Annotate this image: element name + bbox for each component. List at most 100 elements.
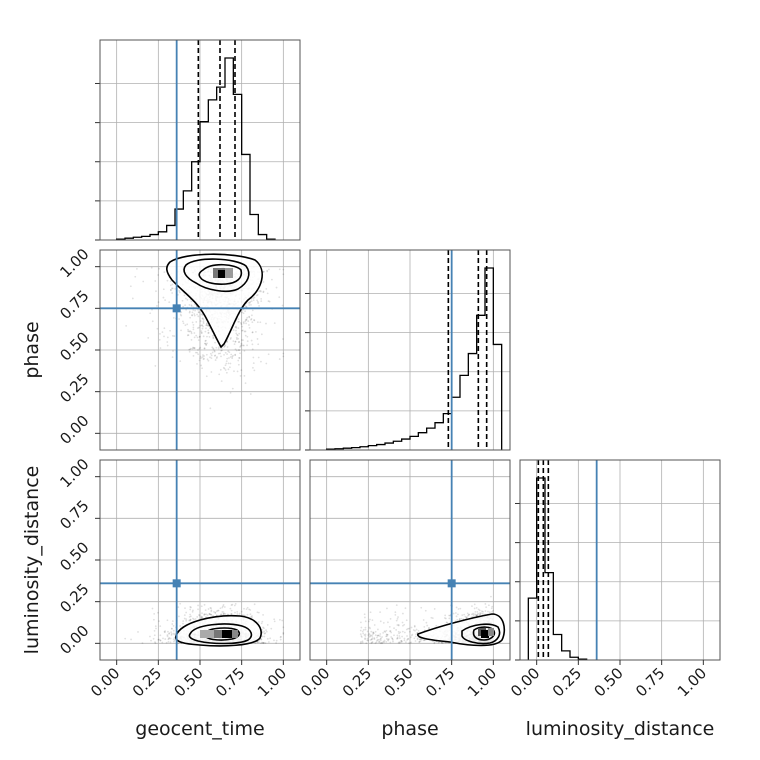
sample-point bbox=[207, 332, 210, 335]
sample-point bbox=[487, 604, 490, 607]
sample-point bbox=[472, 612, 474, 615]
sample-point bbox=[246, 344, 248, 347]
sample-point bbox=[410, 634, 413, 637]
sample-point bbox=[197, 339, 200, 342]
sample-point bbox=[239, 346, 241, 348]
sample-point bbox=[260, 622, 263, 625]
sample-point bbox=[382, 640, 385, 643]
sample-point bbox=[166, 341, 169, 343]
sample-point bbox=[370, 630, 373, 633]
sample-point bbox=[256, 294, 259, 296]
sample-point bbox=[278, 268, 281, 271]
sample-point bbox=[220, 347, 223, 350]
sample-point bbox=[207, 329, 210, 332]
sample-point bbox=[361, 640, 364, 643]
sample-point bbox=[433, 642, 436, 645]
sample-point bbox=[231, 387, 234, 390]
sample-point bbox=[225, 362, 228, 365]
sample-point bbox=[461, 614, 464, 616]
sample-point bbox=[224, 364, 227, 367]
sample-point bbox=[170, 632, 173, 635]
sample-point bbox=[180, 314, 183, 317]
sample-point bbox=[368, 634, 371, 636]
sample-point bbox=[189, 608, 192, 611]
sample-point bbox=[244, 319, 247, 321]
sample-point bbox=[248, 324, 250, 326]
sample-point bbox=[414, 635, 417, 638]
sample-point bbox=[206, 342, 208, 345]
sample-point bbox=[250, 318, 252, 321]
sample-point bbox=[480, 612, 483, 615]
sample-point bbox=[202, 318, 205, 321]
sample-point bbox=[158, 638, 160, 641]
sample-point bbox=[179, 602, 182, 605]
sample-point bbox=[371, 635, 374, 637]
sample-point bbox=[476, 613, 479, 616]
sample-point bbox=[159, 639, 162, 642]
sample-point bbox=[192, 309, 195, 311]
sample-point bbox=[191, 321, 194, 324]
sample-point bbox=[360, 635, 363, 637]
sample-point bbox=[440, 641, 443, 644]
sample-point bbox=[192, 617, 194, 620]
sample-point bbox=[199, 355, 202, 358]
sample-point bbox=[197, 604, 199, 607]
histogram-step bbox=[527, 477, 588, 660]
sample-point bbox=[189, 615, 192, 618]
sample-point bbox=[194, 351, 197, 354]
sample-point bbox=[398, 632, 400, 635]
sample-point bbox=[203, 603, 206, 606]
sample-point bbox=[239, 375, 242, 377]
sample-point bbox=[260, 298, 263, 300]
sample-point bbox=[172, 625, 175, 627]
sample-point bbox=[243, 375, 246, 377]
sample-point bbox=[428, 627, 430, 630]
sample-point bbox=[172, 350, 174, 352]
sample-point bbox=[162, 296, 165, 299]
sample-point bbox=[416, 637, 419, 640]
sample-point bbox=[262, 614, 264, 616]
sample-point bbox=[205, 344, 208, 346]
sample-point bbox=[188, 311, 191, 314]
sample-point bbox=[247, 320, 250, 322]
sample-point bbox=[181, 299, 184, 302]
sample-point bbox=[252, 297, 255, 300]
sample-point bbox=[270, 627, 273, 630]
sample-point bbox=[229, 338, 232, 340]
panel-geocent-time-hist bbox=[95, 40, 300, 241]
sample-point bbox=[234, 611, 236, 614]
sample-point bbox=[281, 619, 284, 622]
sample-point bbox=[159, 634, 162, 637]
sample-point bbox=[215, 357, 218, 360]
sample-point bbox=[188, 304, 191, 306]
sample-point bbox=[206, 335, 208, 338]
sample-point bbox=[265, 629, 267, 632]
sample-point bbox=[394, 614, 397, 616]
sample-point bbox=[475, 606, 478, 609]
sample-point bbox=[252, 299, 255, 302]
density-cell bbox=[200, 630, 214, 638]
sample-point bbox=[204, 342, 206, 345]
sample-point bbox=[455, 606, 458, 609]
sample-point bbox=[153, 630, 156, 632]
sample-point bbox=[228, 351, 231, 354]
sample-point bbox=[392, 638, 394, 641]
sample-point bbox=[472, 613, 475, 616]
sample-point bbox=[246, 335, 249, 338]
sample-point bbox=[374, 630, 377, 633]
sample-point bbox=[154, 641, 156, 644]
sample-point bbox=[166, 344, 169, 347]
sample-point bbox=[251, 321, 254, 324]
sample-point bbox=[198, 311, 200, 314]
sample-point bbox=[238, 349, 241, 352]
sample-point bbox=[198, 614, 201, 617]
sample-point bbox=[377, 634, 380, 637]
sample-point bbox=[391, 637, 394, 640]
sample-point bbox=[401, 612, 404, 615]
sample-point bbox=[155, 627, 157, 630]
sample-point bbox=[179, 313, 182, 316]
sample-point bbox=[363, 616, 366, 619]
sample-point bbox=[459, 607, 462, 610]
sample-point bbox=[168, 632, 170, 635]
sample-point bbox=[245, 318, 248, 321]
